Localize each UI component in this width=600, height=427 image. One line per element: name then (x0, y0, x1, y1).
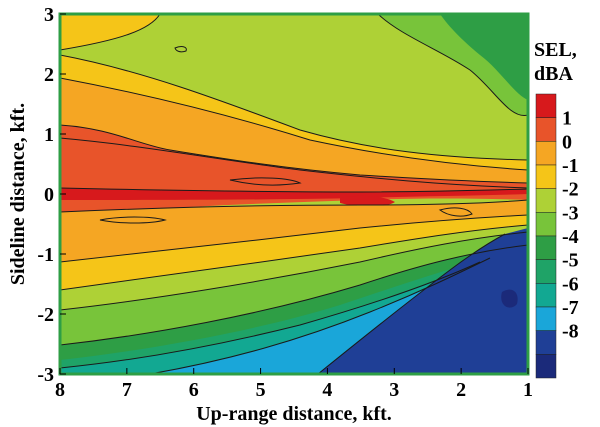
band-lower-neg1 (60, 225, 528, 310)
contour-line-m (149, 257, 491, 374)
band-upper-right-neg3 (440, 14, 528, 100)
x-tick-label: 1 (523, 379, 533, 401)
contour-line-o (60, 137, 528, 189)
colorbar-labels: 10-1-2-3-4-5-6-7-8 (562, 108, 579, 343)
colorbar-swatch (535, 212, 557, 237)
x-tick-label: 5 (256, 379, 266, 401)
x-axis: 8 7 6 5 4 3 2 1 (55, 368, 533, 401)
colorbar-swatch (535, 117, 557, 142)
y-tick-label: -3 (37, 364, 54, 386)
band-lower-yellow (60, 215, 528, 290)
x-tick-label: 7 (122, 379, 132, 401)
contour-field (60, 14, 528, 374)
band-center-redspot (340, 195, 395, 207)
band-upper-gold (60, 78, 528, 188)
colorbar-level-label: -7 (562, 297, 579, 319)
y-axis: 3 2 1 0 -1 -2 -3 (37, 4, 66, 386)
x-tick-label: 4 (322, 379, 332, 401)
y-tick-label: 0 (44, 184, 54, 206)
colorbar-level-label: -8 (562, 321, 579, 343)
colorbar-swatch (535, 164, 557, 189)
colorbar-level-label: 1 (562, 108, 572, 130)
x-axis-title: Up-range distance, kft. (196, 403, 392, 425)
colorbar-level-label: -4 (562, 226, 579, 248)
y-tick-label: -1 (37, 244, 54, 266)
y-tick-label: 1 (44, 124, 54, 146)
contour-line-l (60, 261, 481, 369)
colorbar-swatch (535, 141, 557, 166)
contour-line-j (60, 231, 528, 311)
colorbar-level-label: 0 (562, 131, 572, 153)
band-neg8 (501, 289, 518, 308)
contour-line-f (60, 187, 528, 193)
contour-line-h (60, 214, 528, 263)
band-lower-neg2 (60, 232, 528, 345)
contour-line-p (229, 177, 302, 186)
contour-line-b (377, 14, 528, 116)
contour-line-s (174, 46, 187, 53)
contour-line-a (60, 14, 161, 51)
x-tick-label: 8 (55, 379, 65, 401)
contour-line-q (99, 216, 167, 224)
colorbar-swatch (535, 354, 557, 379)
x-tick-label: 6 (189, 379, 199, 401)
colorbar-legend: SEL, dBA 10-1-2-3-4-5-6-7-8 (534, 39, 579, 379)
colorbar-level-label: -2 (562, 179, 579, 201)
colorbar-swatch (535, 283, 557, 308)
x-tick-label: 2 (456, 379, 466, 401)
legend-title-line1: SEL, (534, 39, 577, 61)
contour-line-k (60, 244, 528, 346)
colorbar-swatch (535, 259, 557, 284)
contour-line-g (60, 199, 528, 213)
y-tick-label: 3 (44, 4, 54, 26)
band-lower-gold (60, 200, 528, 262)
y-tick-label: 2 (44, 64, 54, 86)
band-top-yellow (60, 14, 160, 50)
colorbar-level-label: -5 (562, 250, 579, 272)
colorbar-swatch (535, 306, 557, 331)
colorbar-swatch (535, 235, 557, 260)
contour-line-n (317, 233, 506, 374)
band-center-red (60, 188, 528, 200)
colorbar-level-label: -1 (562, 155, 579, 177)
colorbar-level-label: -3 (562, 202, 579, 224)
colorbar-level-label: -6 (562, 273, 579, 295)
colorbar-swatch (535, 93, 557, 118)
colorbar-swatch (535, 188, 557, 213)
contour-line-i (60, 224, 528, 291)
contour-line-d (60, 77, 528, 171)
y-tick-label: -2 (37, 304, 54, 326)
x-tick-label: 3 (389, 379, 399, 401)
colorbar-swatches (535, 93, 557, 379)
contour-line-r (438, 207, 473, 217)
contour-line-c (60, 54, 528, 161)
colorbar-swatch (535, 330, 557, 355)
y-axis-title: Sideline distance, kft. (7, 103, 29, 285)
legend-title-line2: dBA (534, 63, 573, 85)
contour-line-e (60, 124, 528, 184)
contour-lines (60, 14, 528, 374)
